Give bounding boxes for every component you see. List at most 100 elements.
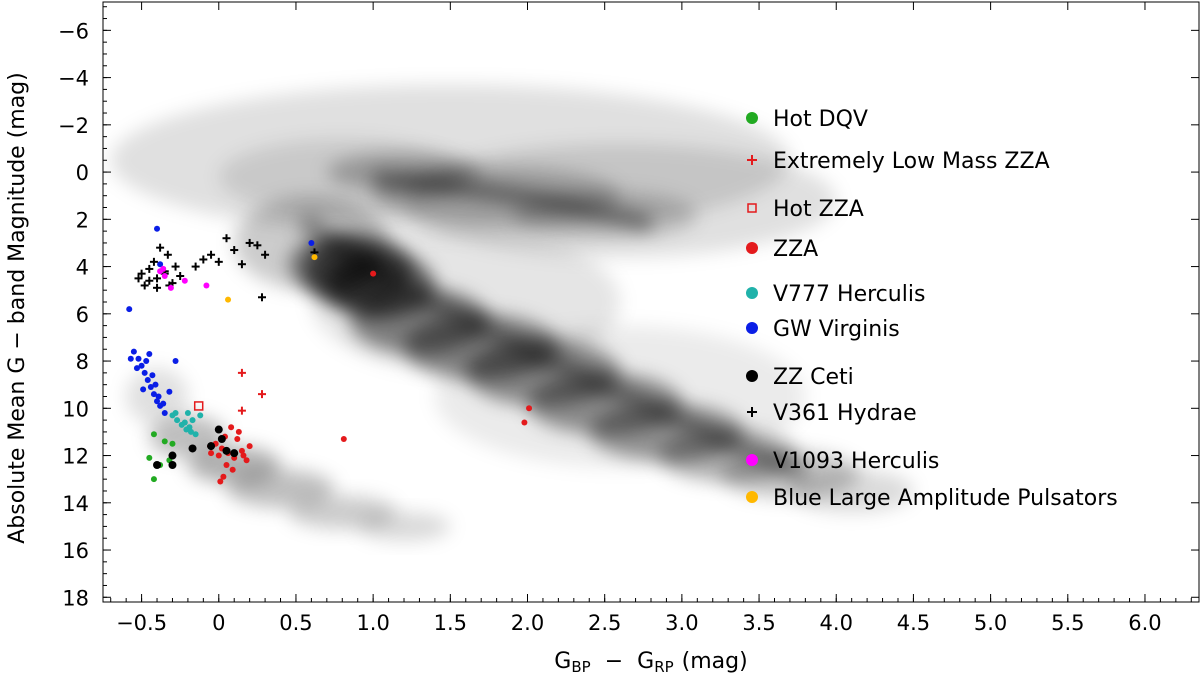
point-gw-virginis	[127, 355, 134, 362]
legend-marker-v1093-herculis	[746, 454, 758, 466]
point-gw-virginis	[133, 365, 140, 372]
point-v361-hydrae	[163, 250, 172, 259]
y-axis-ticks: −6 −4 −2 0 2 4 6 8 10 12 14 16 18	[58, 6, 1199, 610]
x-tick-label: 0	[212, 611, 225, 635]
legend-marker-extremely-low-mass-zza	[747, 155, 757, 165]
point-extremely-low-mass-zza	[237, 368, 246, 377]
point-gw-virginis	[144, 376, 151, 383]
point-gw-virginis	[126, 306, 133, 313]
legend-marker-hot-zza	[747, 203, 757, 213]
point-gw-virginis	[154, 398, 161, 405]
point-gw-virginis	[149, 372, 156, 379]
point-zza	[526, 405, 533, 412]
point-zza	[228, 424, 235, 431]
legend-marker-v361-hydrae	[747, 407, 757, 417]
y-tick-label: 14	[62, 492, 89, 516]
x-tick-label: 4.0	[820, 611, 853, 635]
point-v361-hydrae	[230, 246, 239, 255]
y-tick-label: −2	[58, 114, 89, 138]
y-tick-label: 2	[76, 208, 89, 232]
y-tick-label: 18	[62, 586, 89, 610]
x-tick-label: 6.0	[1128, 611, 1161, 635]
x-tick-label: 5.5	[1051, 611, 1084, 635]
series-v777-herculis	[169, 410, 204, 438]
point-gw-virginis	[152, 381, 159, 388]
point-hot-zza	[193, 401, 204, 411]
x-axis-label-sub-2: RP	[654, 658, 673, 676]
point-hot-dqv	[161, 438, 168, 445]
point-gw-virginis	[135, 355, 142, 362]
point-zza	[208, 450, 215, 457]
point-gw-virginis	[140, 386, 147, 393]
x-axis-label-main-2: G	[637, 649, 654, 674]
point-v361-hydrae	[171, 262, 180, 271]
series-gw-virginis	[126, 225, 315, 417]
x-tick-label: 0.5	[279, 611, 312, 635]
y-tick-label: 6	[76, 303, 89, 327]
legend-marker-zza	[746, 242, 758, 254]
x-axis-label-sub-1: BP	[571, 658, 590, 676]
point-v361-hydrae	[253, 241, 262, 250]
point-v361-hydrae	[176, 272, 185, 281]
point-gw-virginis	[138, 362, 145, 369]
point-gw-virginis	[143, 358, 150, 365]
point-v777-herculis	[192, 431, 199, 438]
point-v361-hydrae	[245, 238, 254, 247]
point-v361-hydrae	[149, 257, 158, 266]
series-v1093-herculis	[157, 265, 210, 291]
legend-label-hot-dqv: Hot DQV	[773, 107, 868, 132]
point-v361-hydrae	[140, 281, 149, 290]
legend-label-gw-virginis: GW Virginis	[773, 317, 900, 342]
legend-label-extremely-low-mass-zza: Extremely Low Mass ZZA	[773, 149, 1050, 174]
main-sequence-streak	[297, 213, 809, 483]
point-zz-ceti	[214, 425, 223, 434]
giant-branch-streak	[372, 172, 653, 231]
point-extremely-low-mass-zza	[257, 390, 266, 399]
point-v777-herculis	[187, 428, 194, 435]
legend-label-v1093-herculis: V1093 Herculis	[773, 449, 939, 474]
point-v777-herculis	[189, 417, 196, 424]
point-v777-herculis	[172, 410, 179, 417]
point-v361-hydrae	[134, 274, 143, 283]
point-blue-large-amplitude-pulsators	[225, 296, 232, 303]
point-zza	[240, 452, 247, 459]
point-zz-ceti	[168, 460, 177, 469]
series-extremely-low-mass-zza	[207, 368, 266, 451]
point-hot-dqv	[150, 431, 157, 438]
point-v361-hydrae	[214, 257, 223, 266]
legend-marker-v777-herculis	[746, 287, 758, 299]
point-v361-hydrae	[261, 250, 270, 259]
point-v361-hydrae	[191, 262, 200, 271]
point-gw-virginis	[308, 239, 315, 246]
point-gw-virginis	[155, 393, 162, 400]
point-v361-hydrae	[153, 283, 162, 292]
point-zza	[217, 478, 224, 485]
point-zza	[238, 447, 245, 454]
legend-marker-zz-ceti	[746, 370, 758, 382]
point-v361-hydrae	[145, 276, 154, 285]
point-gw-virginis	[150, 391, 157, 398]
y-tick-label: 4	[76, 256, 89, 280]
point-zz-ceti	[153, 460, 162, 469]
y-tick-label: −6	[58, 19, 89, 43]
density-blob	[149, 415, 227, 458]
x-tick-label: 3.0	[665, 611, 698, 635]
point-gw-virginis	[161, 410, 168, 417]
x-tick-label: 3.5	[742, 611, 775, 635]
point-hot-dqv	[150, 476, 157, 483]
point-zza	[235, 428, 242, 435]
x-axis-label-minus: −	[605, 649, 623, 674]
point-v361-hydrae	[222, 234, 231, 243]
y-tick-label: 0	[76, 161, 89, 185]
point-zza	[521, 419, 528, 426]
legend-label-zz-ceti: ZZ Ceti	[773, 365, 854, 390]
point-zza	[215, 452, 222, 459]
point-gw-virginis	[146, 350, 153, 357]
point-zza	[246, 443, 253, 450]
point-gw-virginis	[172, 358, 179, 365]
point-v361-hydrae	[156, 243, 165, 252]
point-zz-ceti	[230, 449, 239, 458]
point-v361-hydrae	[153, 274, 162, 283]
point-gw-virginis	[141, 369, 148, 376]
